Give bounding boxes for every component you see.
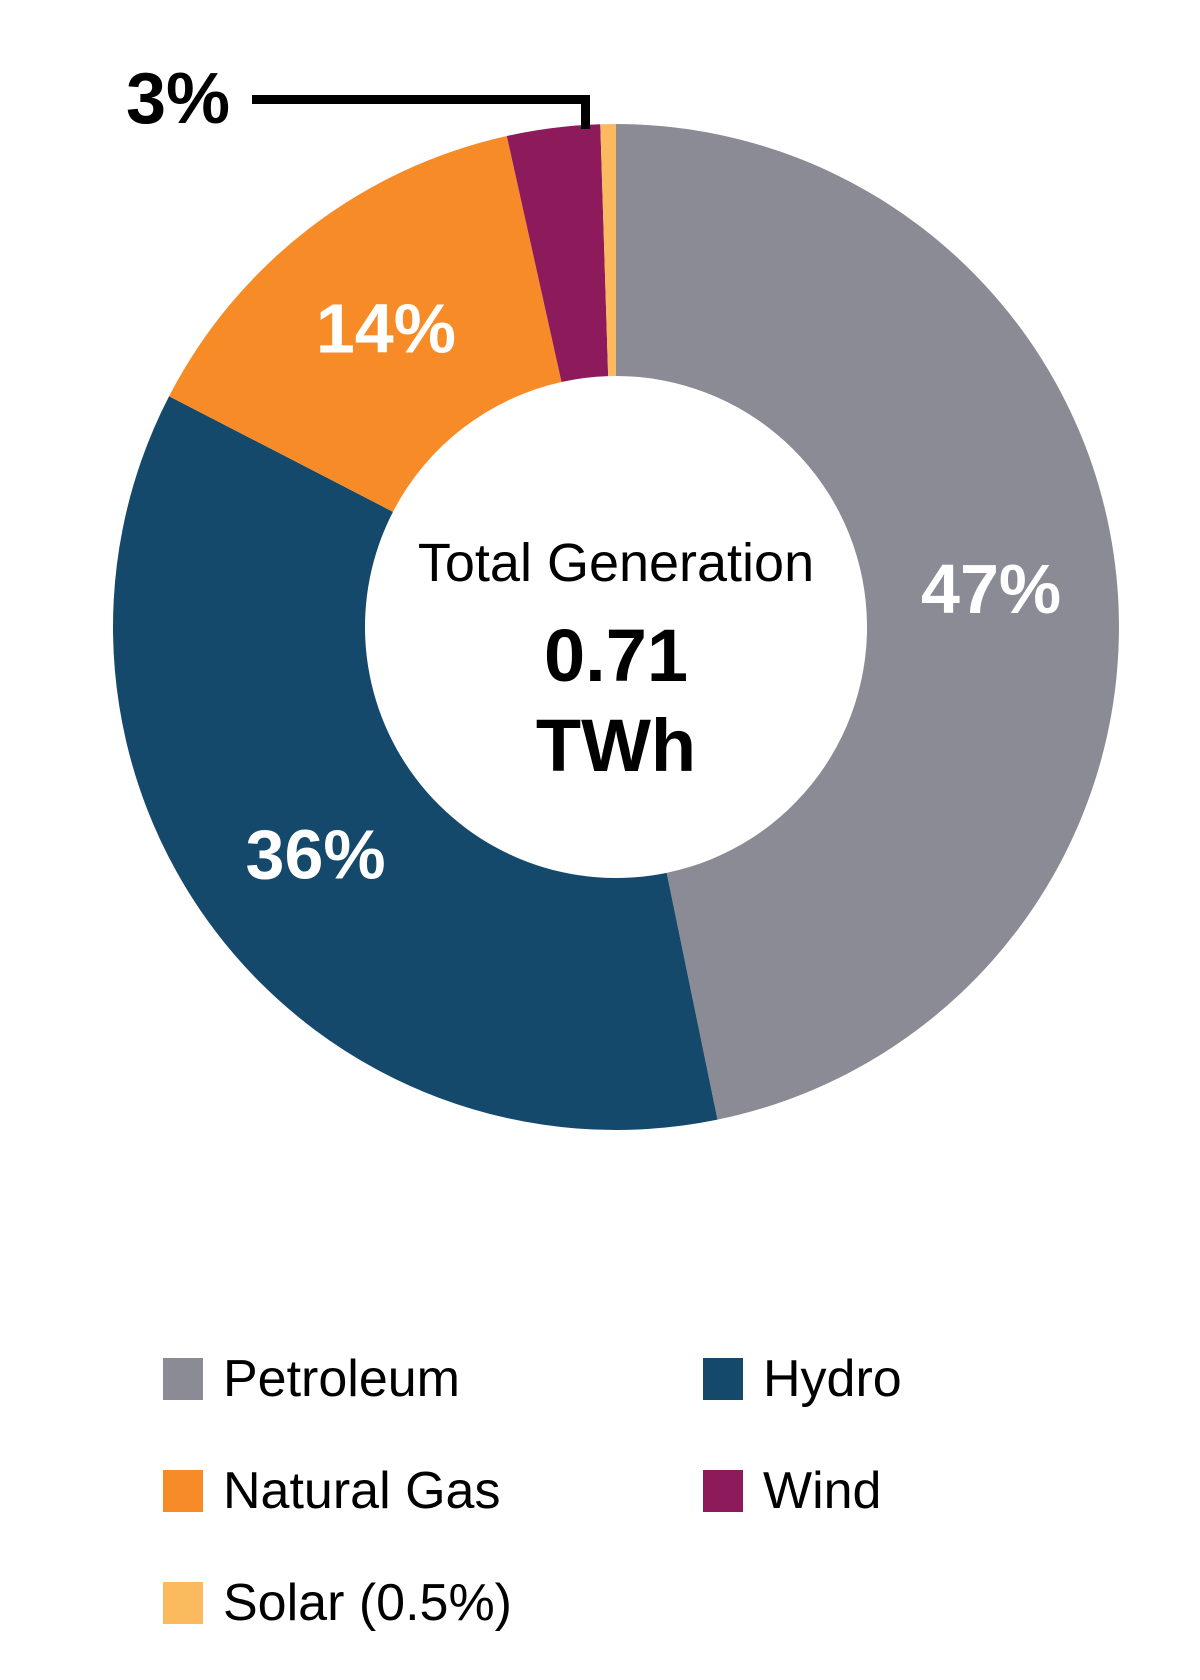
slice-label-petroleum: 47% <box>921 550 1061 628</box>
legend-item-wind: Wind <box>703 1461 1143 1521</box>
slice-solar <box>600 124 616 377</box>
legend-item-natural-gas: Natural Gas <box>163 1461 703 1521</box>
legend-label-wind: Wind <box>763 1462 882 1520</box>
total-generation-value: 0.71 <box>543 614 689 697</box>
legend-swatch-solar <box>163 1582 203 1624</box>
legend-item-hydro: Hydro <box>703 1349 1143 1409</box>
donut-center-text: Total Generation 0.71 TWh <box>316 530 916 786</box>
slice-label-hydro: 36% <box>246 816 386 894</box>
legend-label-petroleum: Petroleum <box>223 1350 460 1408</box>
legend-swatch-petroleum <box>163 1358 203 1400</box>
wind-callout-leader-line-horizontal <box>252 95 590 104</box>
wind-callout-label: 3% <box>126 59 231 139</box>
slice-natural-gas <box>169 135 562 512</box>
wind-callout-leader-line-vertical <box>581 95 590 129</box>
legend-item-petroleum: Petroleum <box>163 1349 703 1409</box>
slice-petroleum <box>616 124 1119 1120</box>
legend-swatch-wind <box>703 1470 743 1512</box>
legend-label-hydro: Hydro <box>763 1350 902 1408</box>
legend-swatch-natural-gas <box>163 1470 203 1512</box>
legend-swatch-hydro <box>703 1358 743 1400</box>
slice-hydro <box>112 396 718 1130</box>
legend-label-solar: Solar (0.5%) <box>223 1574 512 1632</box>
legend-label-natural-gas: Natural Gas <box>223 1462 501 1520</box>
slice-label-natural-gas: 14% <box>316 289 456 367</box>
legend-item-solar: Solar (0.5%) <box>163 1573 703 1633</box>
total-generation-unit: TWh <box>535 704 697 787</box>
total-generation-label: Total Generation <box>417 533 815 593</box>
chart-legend: Petroleum Hydro Natural Gas Wind Solar (… <box>163 1323 1143 1659</box>
slice-wind <box>506 124 609 382</box>
